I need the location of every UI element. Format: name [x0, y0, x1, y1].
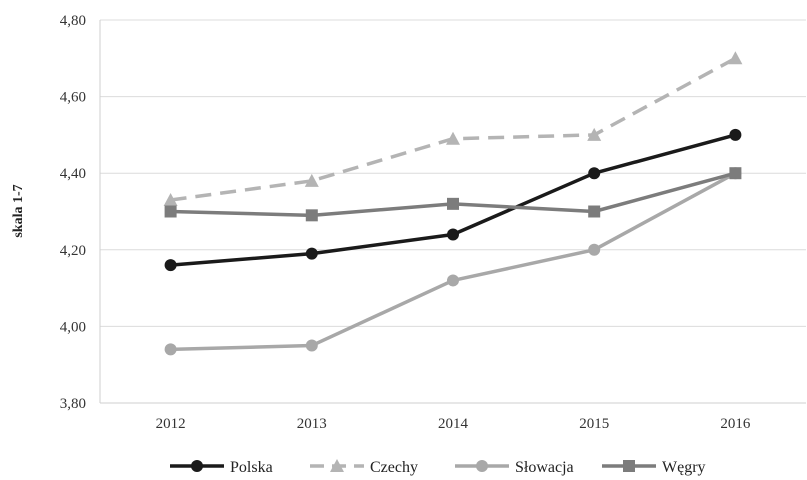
- legend-marker: [330, 459, 344, 472]
- data-point: [163, 193, 178, 207]
- data-point: [588, 205, 601, 218]
- data-point: [588, 243, 601, 256]
- data-point: [588, 167, 601, 180]
- data-point: [446, 131, 460, 145]
- x-tick-label: 2013: [297, 416, 327, 432]
- legend-label: Polska: [230, 459, 273, 476]
- y-tick-labels: 3,80 4,00 4,20 4,40 4,60 4,80: [60, 13, 86, 412]
- x-tick-labels: 2012 2013 2014 2015 2016: [156, 416, 751, 432]
- series-group: [163, 51, 743, 356]
- series-polska: [164, 128, 742, 272]
- axes: [99, 20, 806, 404]
- data-point: [164, 259, 177, 272]
- data-point: [304, 173, 319, 187]
- data-point: [164, 343, 177, 356]
- x-tick-label: 2014: [438, 416, 469, 432]
- y-tick-label: 4,60: [60, 90, 86, 106]
- legend-item: Polska: [170, 459, 273, 476]
- y-axis-label: skala 1-7: [11, 184, 26, 237]
- data-point: [164, 205, 177, 218]
- data-point: [447, 274, 459, 287]
- data-point: [729, 128, 742, 141]
- legend-item: Czechy: [310, 459, 418, 476]
- legend-label: Węgry: [662, 459, 706, 476]
- data-point: [305, 339, 318, 352]
- x-tick-label: 2012: [156, 416, 186, 432]
- series-line: [170, 56, 737, 202]
- legend-label: Słowacja: [515, 459, 574, 476]
- series-czechy: [163, 51, 743, 207]
- series-węgry: [164, 167, 742, 222]
- data-point: [728, 51, 743, 65]
- y-tick-label: 4,00: [60, 319, 86, 335]
- y-tick-label: 3,80: [60, 396, 86, 412]
- y-tick-label: 4,40: [60, 166, 86, 182]
- x-tick-label: 2016: [720, 416, 751, 432]
- grid-lines: [100, 19, 806, 327]
- data-point: [447, 197, 459, 210]
- legend-item: Węgry: [602, 459, 706, 476]
- data-point: [587, 127, 602, 141]
- legend-marker: [476, 460, 488, 472]
- data-point: [305, 209, 318, 222]
- data-point: [447, 228, 459, 241]
- y-tick-label: 4,80: [60, 13, 86, 29]
- data-point: [305, 247, 318, 260]
- legend: Polska Czechy Słowacja Węgry: [170, 459, 706, 476]
- legend-marker: [191, 460, 203, 472]
- y-tick-label: 4,20: [60, 243, 86, 259]
- data-point: [729, 167, 742, 180]
- legend-marker: [623, 460, 635, 472]
- legend-item: Słowacja: [455, 459, 574, 476]
- legend-label: Czechy: [370, 459, 418, 476]
- x-tick-label: 2015: [579, 416, 609, 432]
